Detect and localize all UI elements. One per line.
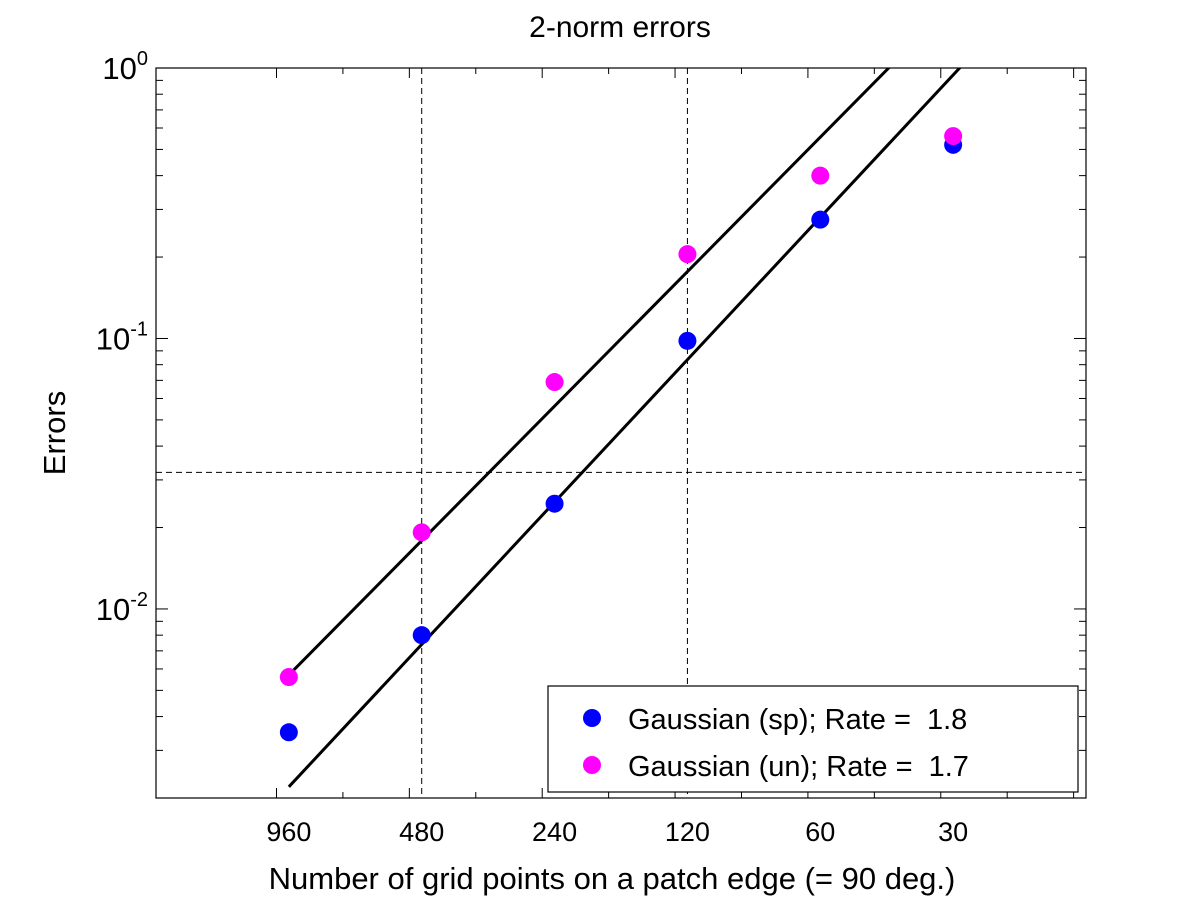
x-tick-label-960: 960 [266, 817, 311, 847]
fit-lines [287, 68, 962, 788]
grid-lines [156, 68, 1086, 798]
y-tick-labels: 100 10-1 10-2 [96, 48, 148, 627]
data-point-sp-240 [545, 494, 564, 513]
y-tick-label: 10-2 [96, 589, 148, 627]
y-tick-label: 100 [102, 48, 148, 86]
y-axis-label: Errors [37, 391, 72, 475]
x-tick-label-30: 30 [938, 817, 968, 847]
data-point-un-60 [811, 166, 830, 185]
data-point-un-30 [944, 127, 963, 146]
data-point-un-120 [678, 245, 697, 264]
data-point-sp-120 [678, 331, 697, 350]
y-tick-label: 10-1 [96, 318, 148, 356]
legend-marker-sp [583, 709, 601, 727]
x-tick-label-120: 120 [665, 817, 710, 847]
data-points [279, 127, 963, 742]
legend-marker-un [583, 756, 601, 774]
data-point-un-960 [279, 668, 298, 687]
data-point-un-240 [545, 373, 564, 392]
plot-frame [155, 67, 1087, 799]
data-point-sp-960 [279, 723, 298, 742]
fit-line-1 [287, 68, 962, 788]
data-point-sp-60 [811, 210, 830, 229]
x-tick-label-480: 480 [399, 817, 444, 847]
x-tick-labels: 960 480 240 120 60 30 [266, 817, 968, 847]
data-point-un-480 [412, 523, 431, 542]
x-tick-label-60: 60 [805, 817, 835, 847]
legend-label-un: Gaussian (un); Rate = 1.7 [628, 751, 969, 783]
chart-title: 2-norm errors [529, 11, 711, 44]
x-tick-label-240: 240 [532, 817, 577, 847]
legend-box [547, 685, 1079, 793]
data-point-sp-480 [412, 626, 431, 645]
legend-label-sp: Gaussian (sp); Rate = 1.8 [628, 704, 967, 736]
legend: Gaussian (sp); Rate = 1.8 Gaussian (un);… [547, 685, 1079, 793]
fit-line-0 [287, 68, 891, 677]
x-axis-label: Number of grid points on a patch edge (=… [269, 861, 956, 896]
